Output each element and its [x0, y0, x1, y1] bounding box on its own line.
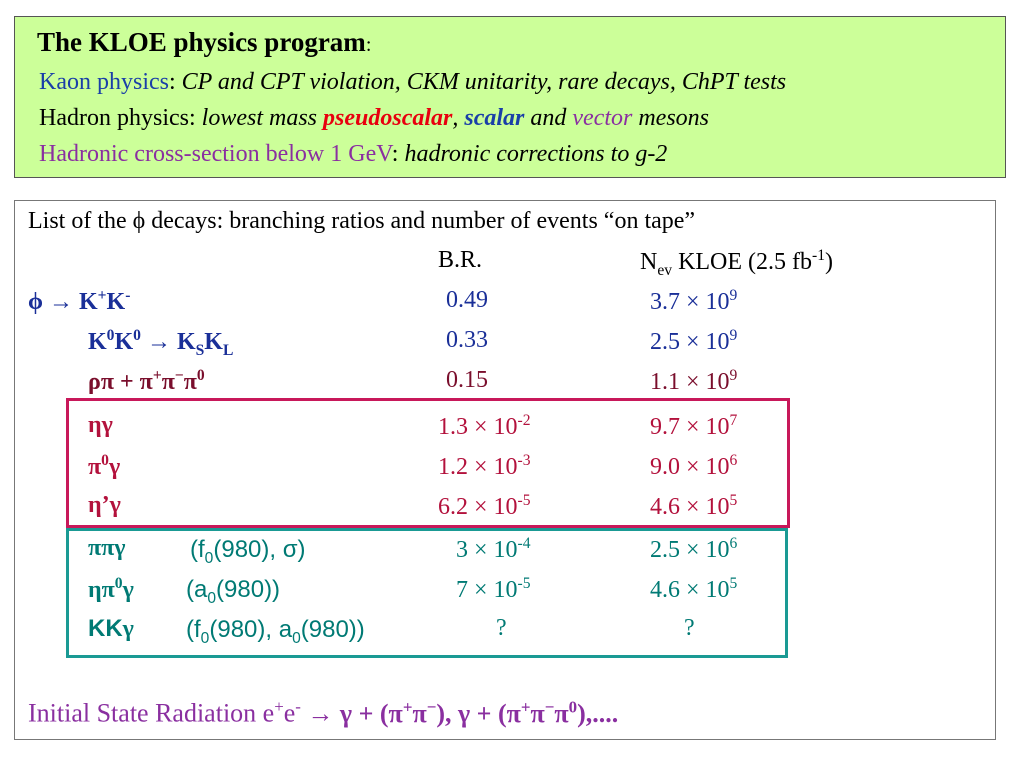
nev-cell: 3.7 × 109: [650, 287, 738, 315]
mode-k0k0: K0K0 → KSKL: [88, 327, 234, 359]
nev-cell: 2.5 × 106: [650, 535, 738, 563]
mode-phi-kk: ϕ → K+K-: [28, 287, 131, 315]
mode-kk-gamma: KKγ: [88, 615, 134, 642]
br-cell: 1.3 × 10-2: [438, 412, 531, 440]
nev-cell: 4.6 × 105: [650, 575, 738, 603]
br-cell: 3 × 10-4: [456, 535, 531, 563]
resonance-label: (f0(980), a0(980)): [186, 616, 365, 647]
br-cell: 7 × 10-5: [456, 575, 531, 603]
br-cell: 0.15: [446, 367, 488, 393]
resonance-label: (f0(980), σ): [190, 536, 306, 567]
col-header-br: B.R.: [438, 247, 483, 273]
br-cell: 0.33: [446, 327, 488, 353]
program-box: The KLOE physics program: Kaon physics: …: [14, 16, 1006, 178]
isr-line: Initial State Radiation e+e- → γ + (π+π−…: [28, 697, 619, 728]
nev-cell: 9.7 × 107: [650, 412, 738, 440]
mode-etaprime-gamma: η’γ: [88, 492, 121, 518]
table-intro: List of the ϕ decays: branching ratios a…: [28, 208, 696, 234]
hadron-physics-line: Hadron physics: lowest mass pseudoscalar…: [39, 105, 709, 131]
mode-pi0-gamma: π0γ: [88, 452, 121, 480]
nev-cell: 4.6 × 105: [650, 492, 738, 520]
mode-pipi-gamma: ππγ: [88, 535, 126, 561]
br-cell: 6.2 × 10-5: [438, 492, 531, 520]
scalar-group-box: [66, 528, 788, 658]
resonance-label: (a0(980)): [186, 576, 281, 607]
decay-table-box: [14, 200, 996, 740]
program-title: The KLOE physics program:: [37, 27, 372, 57]
col-header-nev: Nev KLOE (2.5 fb-1): [640, 247, 834, 279]
nev-cell: 9.0 × 106: [650, 452, 738, 480]
cross-section-line: Hadronic cross-section below 1 GeV: hadr…: [39, 141, 668, 167]
mode-etapi0-gamma: ηπ0γ: [88, 575, 134, 603]
br-cell: ?: [496, 615, 507, 641]
mode-rhopi: ρπ + π+π−π0: [88, 367, 205, 395]
pseudoscalar-group-box: [66, 398, 790, 528]
nev-cell: ?: [684, 615, 695, 641]
nev-cell: 1.1 × 109: [650, 367, 738, 395]
br-cell: 0.49: [446, 287, 488, 313]
nev-cell: 2.5 × 109: [650, 327, 738, 355]
br-cell: 1.2 × 10-3: [438, 452, 531, 480]
mode-eta-gamma: ηγ: [88, 412, 113, 438]
kaon-physics-line: Kaon physics: CP and CPT violation, CKM …: [39, 69, 787, 95]
